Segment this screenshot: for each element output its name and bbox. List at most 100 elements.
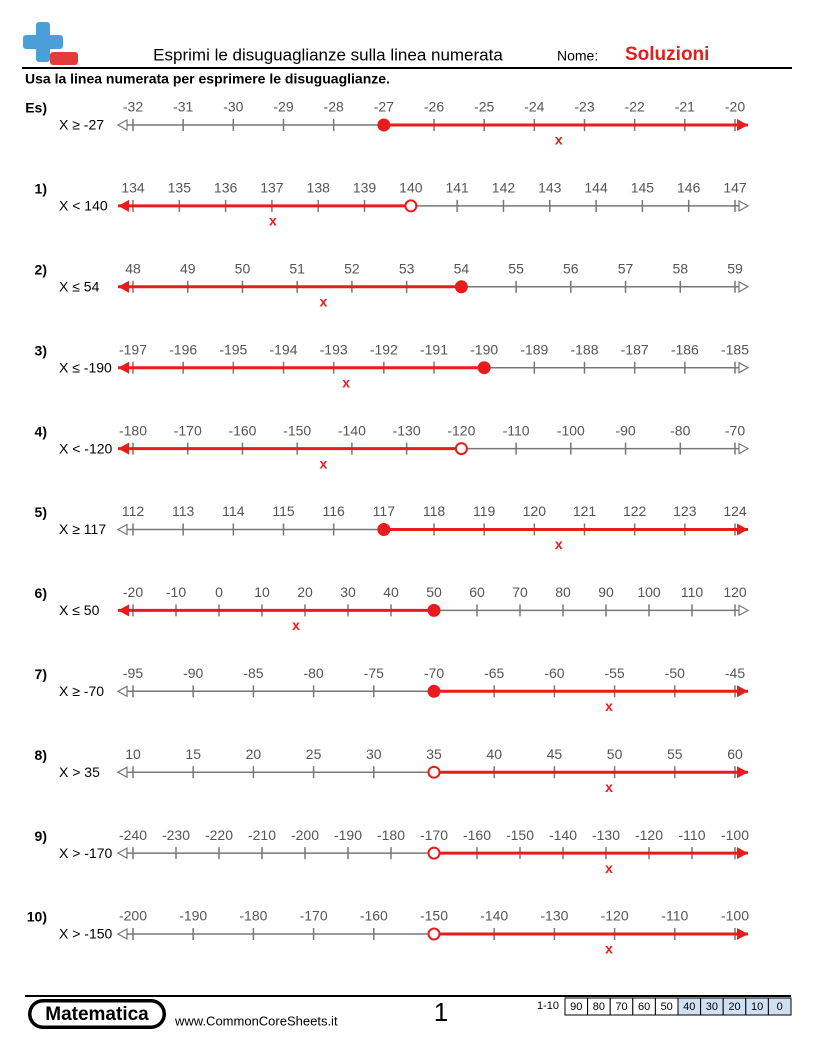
open-arrow — [116, 927, 128, 941]
tick-label: -189 — [520, 341, 548, 357]
tick-label: -190 — [470, 341, 498, 357]
problem-label: 7) — [35, 666, 47, 682]
tick-label: 20 — [297, 584, 313, 600]
inequality: X ≤ 50 — [59, 602, 100, 618]
score: 30 — [706, 1001, 718, 1013]
open-arrow — [116, 118, 128, 132]
score: 10 — [751, 1001, 763, 1013]
inequality: X ≤ -190 — [59, 359, 112, 375]
instructions: Usa la linea numerata per esprimere le d… — [25, 71, 390, 87]
answer-mark: x — [269, 213, 277, 229]
tick-label: -185 — [721, 341, 749, 357]
open-arrow — [738, 442, 750, 455]
answer-mark: x — [605, 941, 613, 957]
tick-label: -196 — [169, 341, 197, 357]
tick-label: -180 — [239, 908, 267, 924]
open-arrow — [738, 361, 750, 374]
tick-label: -45 — [725, 665, 745, 681]
tick-label: -197 — [119, 341, 147, 357]
tick-label: -90 — [183, 665, 203, 681]
tick-label: -160 — [360, 908, 388, 924]
score: 0 — [777, 1001, 783, 1013]
tick-label: 50 — [426, 584, 442, 600]
closed-point — [377, 118, 391, 132]
tick-label: -150 — [420, 908, 448, 924]
score: 90 — [570, 1001, 582, 1013]
tick-label: -100 — [721, 827, 749, 843]
inequality: X ≥ -27 — [59, 117, 104, 133]
tick-label: 57 — [618, 261, 634, 277]
tick-label: 58 — [672, 261, 688, 277]
problem-label: 10) — [27, 909, 47, 925]
tick-label: 30 — [366, 746, 382, 762]
tick-label: -23 — [574, 99, 594, 115]
open-point — [454, 442, 468, 456]
inequality: X > -170 — [59, 845, 113, 861]
answer-mark: x — [605, 860, 613, 876]
solution-arrow — [118, 199, 129, 212]
tick-label: -160 — [228, 422, 256, 438]
problem-label: 5) — [35, 504, 47, 520]
tick-label: 59 — [727, 261, 743, 277]
tick-label: 120 — [523, 503, 547, 519]
tick-label: 123 — [673, 503, 697, 519]
tick-label: 136 — [214, 180, 238, 196]
tick-label: -120 — [601, 908, 629, 924]
tick-label: -75 — [364, 665, 384, 681]
score: 40 — [683, 1001, 695, 1013]
tick-label: 112 — [122, 503, 145, 519]
open-point — [427, 846, 441, 860]
tick-label: -65 — [484, 665, 504, 681]
tick-label: -70 — [725, 422, 745, 438]
score: 20 — [728, 1001, 740, 1013]
brand: Matematica — [45, 1004, 149, 1025]
problem-label: 6) — [35, 585, 47, 601]
tick-label: 70 — [512, 584, 528, 600]
tick-label: -30 — [223, 99, 243, 115]
solution-arrow — [118, 280, 129, 293]
score: 70 — [615, 1001, 627, 1013]
tick-label: -110 — [661, 908, 688, 924]
open-arrow — [738, 199, 750, 212]
closed-point — [377, 523, 391, 536]
problem-label: 2) — [35, 262, 47, 278]
page-number: 1 — [434, 997, 448, 1027]
solution-arrow — [737, 523, 748, 536]
tick-label: 40 — [383, 584, 399, 600]
open-point — [427, 927, 441, 941]
tick-label: -32 — [123, 99, 143, 115]
answer-mark: x — [605, 698, 613, 714]
problem-label: 4) — [35, 423, 47, 439]
tick-label: 117 — [373, 503, 396, 519]
tick-label: -130 — [393, 422, 421, 438]
tick-label: -191 — [420, 341, 448, 357]
tick-label: 35 — [426, 746, 442, 762]
tick-label: -210 — [248, 827, 276, 843]
answer-mark: x — [319, 294, 327, 310]
tick-label: -150 — [506, 827, 534, 843]
tick-label: -80 — [670, 422, 690, 438]
tick-label: 141 — [445, 180, 469, 196]
tick-label: -80 — [303, 665, 323, 681]
tick-label: -170 — [300, 908, 328, 924]
tick-label: -192 — [370, 341, 398, 357]
open-point — [427, 765, 441, 779]
problem-label: Es) — [25, 100, 47, 116]
problem-label: 1) — [35, 181, 47, 197]
tick-label: -70 — [424, 665, 444, 681]
tick-label: 119 — [473, 503, 496, 519]
tick-label: 60 — [727, 746, 743, 762]
tick-label: -187 — [621, 341, 649, 357]
tick-label: 118 — [423, 503, 446, 519]
tick-label: -200 — [119, 908, 147, 924]
tick-label: 15 — [185, 746, 201, 762]
tick-label: -200 — [291, 827, 319, 843]
tick-label: -20 — [725, 99, 745, 115]
tick-label: -20 — [123, 584, 143, 600]
tick-label: -29 — [273, 99, 293, 115]
tick-label: -193 — [320, 341, 348, 357]
inequality: X > -150 — [59, 926, 113, 942]
solution-arrow — [737, 685, 748, 698]
tick-label: -100 — [557, 422, 585, 438]
